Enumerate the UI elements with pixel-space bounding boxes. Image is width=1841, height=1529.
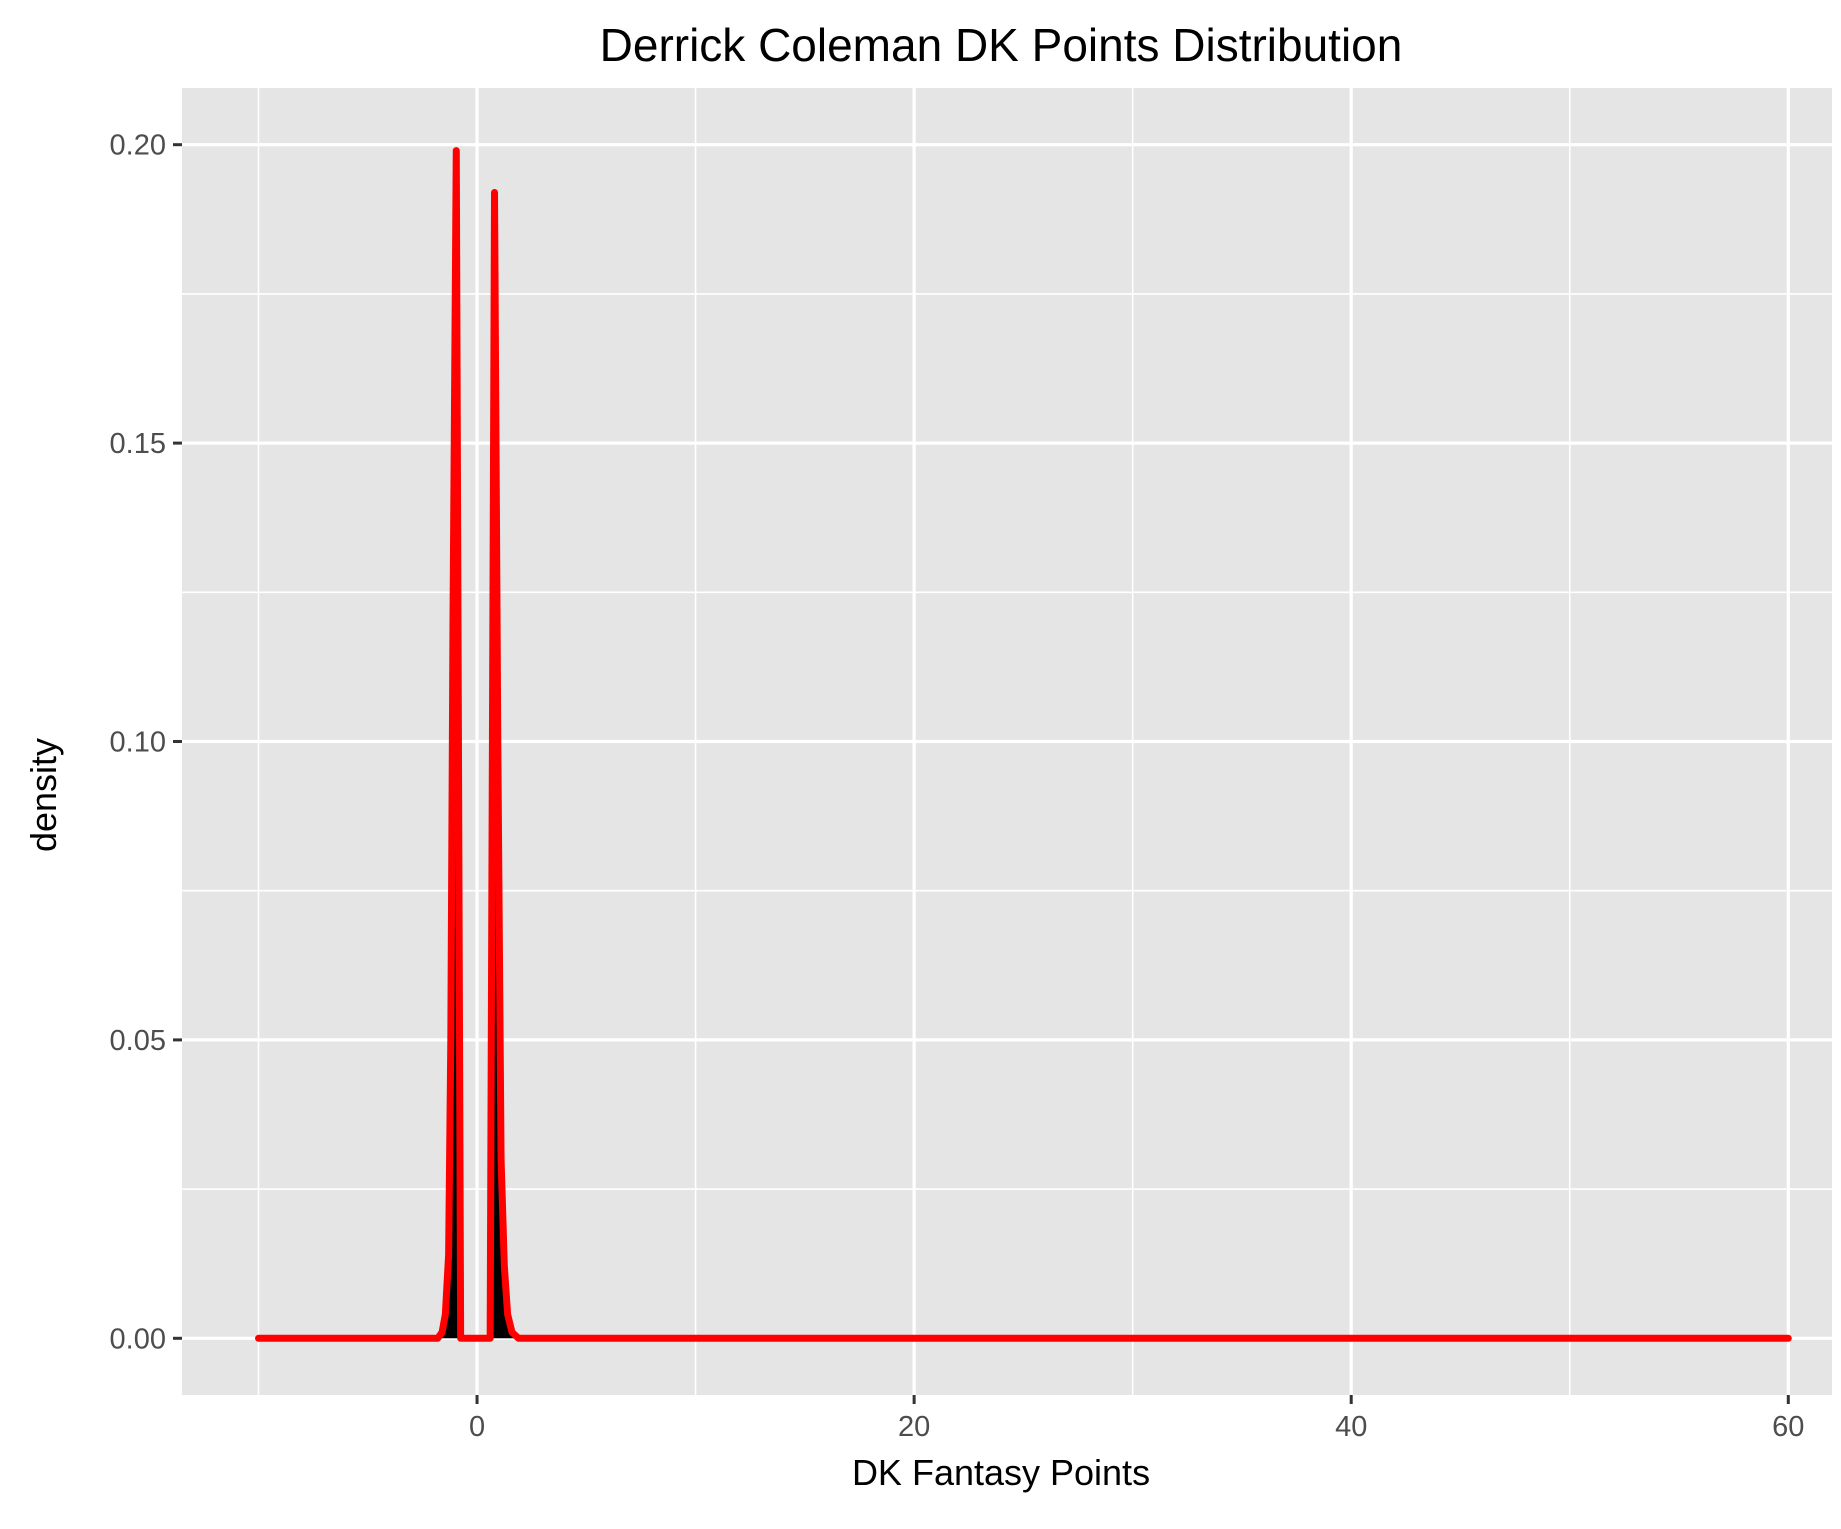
y-tick-label: 0.00 [110, 1323, 166, 1355]
x-tick-label: 60 [1772, 1411, 1804, 1443]
x-axis-title: DK Fantasy Points [852, 1452, 1150, 1493]
y-tick-label: 0.10 [110, 727, 166, 759]
x-tick-label: 0 [469, 1411, 485, 1443]
y-axis: 0.00 0.05 0.10 0.15 0.20 [110, 130, 182, 1355]
density-line [254, 147, 1792, 1342]
y-tick-label: 0.20 [110, 130, 166, 162]
x-tick-label: 20 [898, 1411, 930, 1443]
chart-title: Derrick Coleman DK Points Distribution [600, 19, 1403, 71]
y-axis-title: density [23, 738, 64, 852]
y-tick-label: 0.05 [110, 1025, 166, 1057]
y-tick-label: 0.15 [110, 428, 166, 460]
x-tick-label: 40 [1335, 1411, 1367, 1443]
x-axis: 0 20 40 60 [469, 1395, 1804, 1443]
data-marks [254, 147, 1792, 1342]
